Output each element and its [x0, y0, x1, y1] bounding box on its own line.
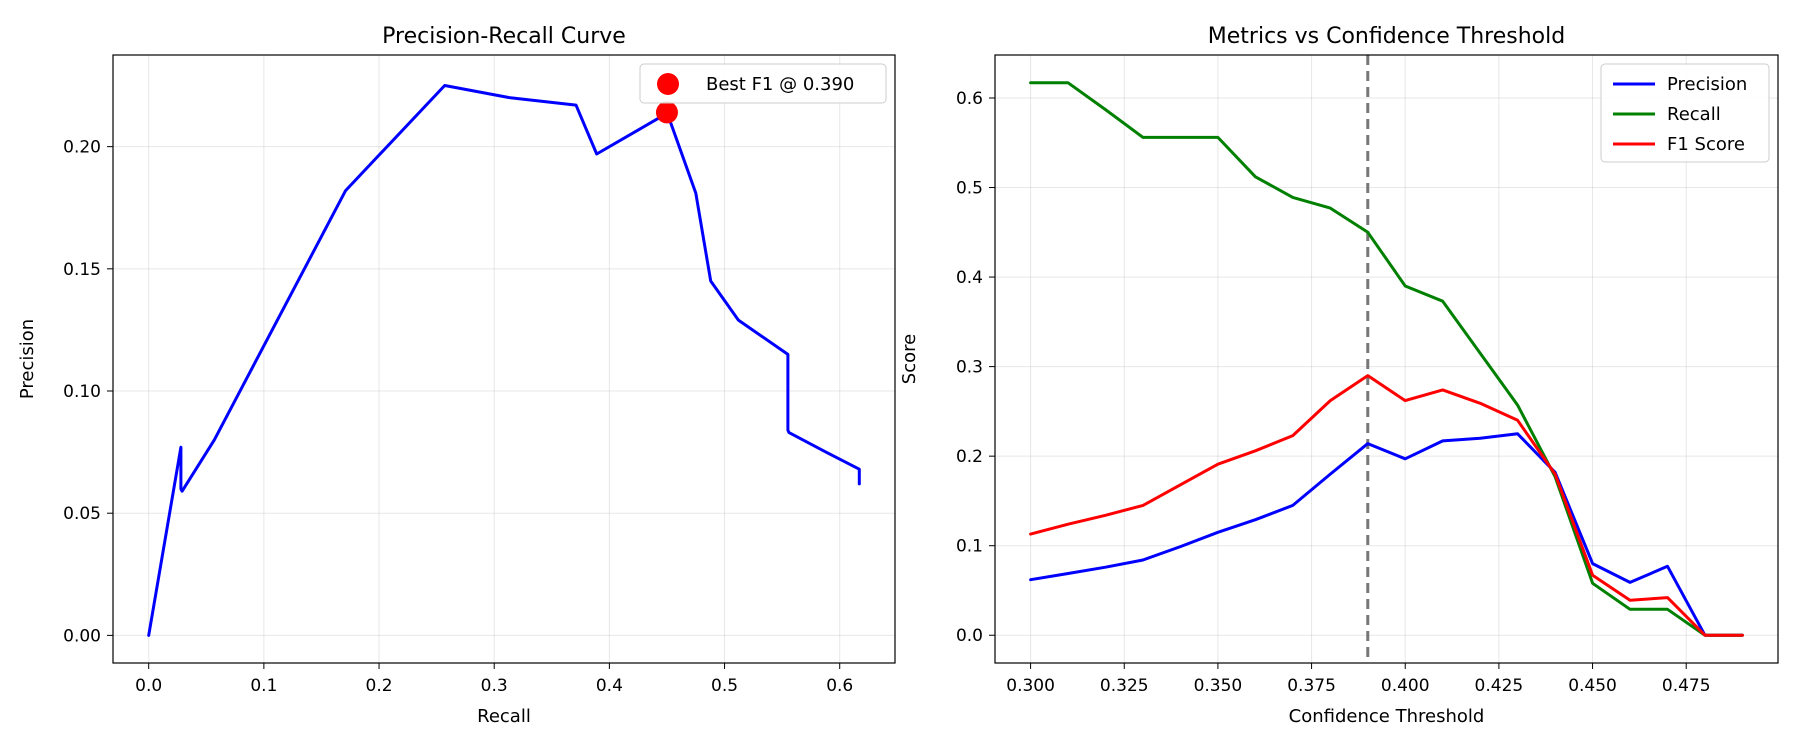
y-ticks: 0.00 0.05 0.10 0.15 0.20	[63, 138, 113, 646]
series-line-f1-score	[1029, 374, 1744, 637]
x-tick-label: 0.3	[481, 676, 508, 696]
x-tick-label: 0.4	[596, 676, 623, 696]
x-tick-label: 0.6	[826, 676, 853, 696]
y-tick-label: 0.5	[956, 179, 983, 199]
plot-area	[147, 84, 861, 637]
axes-frame	[112, 54, 896, 664]
x-tick-label: 0.450	[1568, 676, 1617, 696]
y-axis-title: Score	[899, 334, 920, 384]
grid	[995, 55, 1778, 663]
legend-box	[1600, 63, 1770, 163]
legend: Best F1 @ 0.390	[639, 63, 887, 104]
legend-label-f1-score: F1 Score	[1667, 134, 1745, 155]
y-tick-label: 0.3	[956, 358, 983, 378]
x-ticks: 0.0 0.1 0.2 0.3 0.4 0.5 0.6	[135, 663, 853, 696]
legend-label-recall: Recall	[1667, 104, 1721, 125]
series-line-recall	[1029, 81, 1744, 637]
x-axis-title: Confidence Threshold	[1289, 706, 1485, 727]
legend-label-precision: Precision	[1667, 74, 1747, 95]
x-tick-label: 0.475	[1662, 676, 1711, 696]
best-f1-point	[655, 101, 678, 124]
series-line	[147, 84, 861, 637]
metrics-threshold-chart: Metrics vs Confidence Threshold Confiden…	[899, 24, 1779, 727]
legend-marker-best-f1	[657, 73, 679, 95]
series-line-precision	[1029, 432, 1744, 637]
y-tick-label: 0.10	[63, 382, 101, 402]
x-tick-label: 0.1	[250, 676, 277, 696]
plot-area	[1029, 55, 1744, 663]
y-tick-label: 0.05	[63, 504, 101, 524]
y-tick-label: 0.4	[956, 268, 983, 288]
y-tick-label: 0.6	[956, 89, 983, 109]
precision-recall-chart: Precision-Recall Curve Recall Precision …	[17, 24, 896, 727]
y-tick-label: 0.0	[956, 626, 983, 646]
chart-title: Precision-Recall Curve	[382, 24, 626, 49]
axes-frame	[994, 54, 1779, 664]
legend-box	[639, 63, 887, 104]
x-tick-label: 0.375	[1287, 676, 1336, 696]
legend: Precision Recall F1 Score	[1600, 63, 1770, 163]
y-tick-label: 0.2	[956, 447, 983, 467]
x-ticks: 0.300 0.325 0.350 0.375 0.400 0.425 0.450 0.475	[1006, 663, 1711, 696]
x-tick-label: 0.5	[711, 676, 738, 696]
y-tick-label: 0.1	[956, 537, 983, 557]
x-tick-label: 0.425	[1475, 676, 1524, 696]
chart-title: Metrics vs Confidence Threshold	[1208, 24, 1565, 49]
x-tick-label: 0.300	[1006, 676, 1055, 696]
x-axis-title: Recall	[477, 706, 531, 727]
y-tick-label: 0.15	[63, 260, 101, 280]
x-tick-label: 0.0	[135, 676, 162, 696]
y-tick-label: 0.00	[63, 626, 101, 646]
y-axis-title: Precision	[17, 319, 38, 399]
grid	[113, 55, 895, 663]
y-ticks: 0.0 0.1 0.2 0.3 0.4 0.5 0.6	[956, 89, 995, 646]
legend-label-best-f1: Best F1 @ 0.390	[706, 74, 854, 95]
y-tick-label: 0.20	[63, 138, 101, 158]
x-tick-label: 0.350	[1194, 676, 1243, 696]
x-tick-label: 0.400	[1381, 676, 1430, 696]
x-tick-label: 0.325	[1100, 676, 1149, 696]
x-tick-label: 0.2	[366, 676, 393, 696]
